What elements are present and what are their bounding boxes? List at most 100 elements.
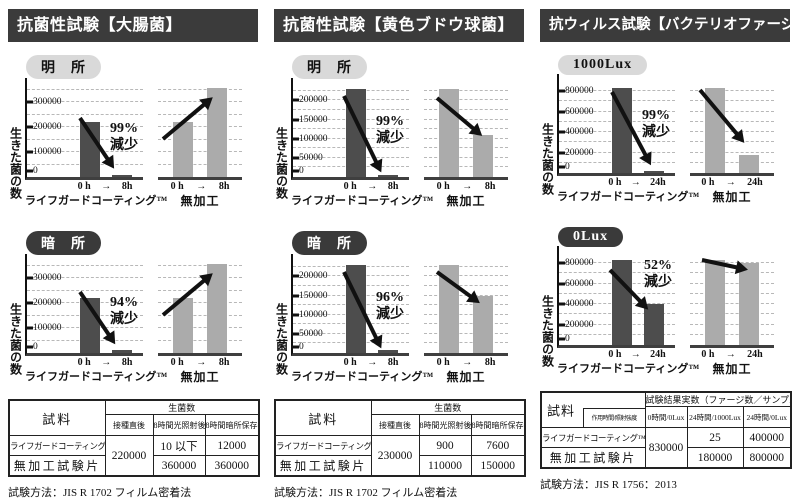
cell-value: 110000 — [418, 455, 472, 477]
row-name: 無加工試験片 — [8, 455, 106, 477]
chart-coated-wrap: 200000 150000 100000 50000 0 99% 減少 — [291, 78, 433, 209]
gridline — [424, 304, 508, 306]
cell-value: 400000 — [742, 427, 792, 448]
chart-coated-wrap: 800000 600000 400000 200000 0 52% 減少 — [557, 246, 699, 377]
section-1000lux: 1000Lux 生きた菌の数 800000 600000 400000 2000… — [540, 42, 790, 205]
chart-coated-wrap: 300000 200000 100000 0 99% 減少 — [25, 78, 168, 209]
x-axis-labels: 0 h → 8h — [170, 181, 230, 192]
chart-caption-coated: ライフガードコーティング™ — [291, 371, 434, 383]
cell-value: 10 以下 — [152, 435, 206, 456]
test-method-note: 試験方法：JIS R 1702 フィルム密着法 — [8, 487, 192, 499]
y-tick-label: 800000 — [565, 258, 594, 269]
bar-8h — [207, 87, 228, 177]
gridline — [424, 332, 508, 334]
x-axis-labels: 0 h → 24h — [701, 349, 763, 360]
chart-uncoated — [690, 81, 774, 176]
gridline — [690, 323, 774, 325]
y-tick-label: 400000 — [565, 299, 594, 310]
chart-caption-uncoated: 無加工 — [446, 194, 486, 208]
bar-8h — [207, 263, 228, 353]
bar-group — [69, 85, 143, 177]
gridline — [158, 327, 242, 329]
arrow-glyph: → — [101, 181, 112, 192]
gridline — [690, 313, 774, 315]
gridline — [690, 110, 774, 112]
cell-value: 12000 — [204, 435, 260, 456]
y-tick-label: 800000 — [565, 86, 594, 97]
row-name: ライフガードコーティング™ — [274, 435, 372, 456]
y-axis-title: 生きた菌の数 — [8, 303, 23, 375]
cell-initial-count: 220000 — [104, 435, 154, 477]
arrow-glyph: → — [101, 357, 112, 368]
gridline — [690, 100, 774, 102]
panel-staph: 抗菌性試験【黄色ブドウ球菌】 明 所 生きた菌の数 200000 150000 … — [266, 0, 532, 499]
table-subheader: 接種直後 — [370, 414, 420, 436]
gridline — [690, 90, 774, 92]
gridline — [690, 303, 774, 305]
cell-value: 360000 — [204, 455, 260, 477]
y-tick-label: 0 — [565, 334, 570, 344]
chart-caption-uncoated: 無加工 — [180, 194, 220, 208]
y-tick-label: 300000 — [33, 273, 62, 284]
table-subheader: 8時間暗所保存後 — [470, 414, 526, 436]
gridline — [690, 272, 774, 274]
bar-24h — [739, 263, 760, 345]
chart-caption-coated: ライフガードコーティング™ — [25, 195, 168, 207]
chart-uncoated-wrap: 0 h → 8h 無加工 — [158, 85, 242, 209]
gridline — [424, 99, 508, 101]
bar-0h — [612, 88, 633, 173]
gridline — [690, 333, 774, 335]
table-row: ライフガードコーティング™ 220000 10 以下 12000 — [8, 435, 260, 477]
gridline — [424, 323, 508, 325]
y-tick-label: 0 — [299, 166, 304, 176]
y-tick-label: 400000 — [565, 127, 594, 138]
x-axis-labels: 0 h → 8h — [77, 181, 133, 192]
gridline — [158, 101, 242, 103]
arrow-glyph: → — [630, 177, 641, 188]
chart-caption-uncoated: 無加工 — [712, 190, 752, 204]
chart-coated: 800000 600000 400000 200000 0 99% 減少 — [557, 74, 675, 176]
bar-24h — [643, 304, 664, 345]
chart-uncoated — [158, 85, 242, 180]
y-axis-title: 生きた菌の数 — [540, 295, 555, 367]
gridline — [158, 126, 242, 128]
cell-value: 800000 — [742, 447, 792, 469]
chart-uncoated — [424, 261, 508, 356]
y-tick-label: 150000 — [299, 114, 328, 125]
cell-initial-count: 830000 — [644, 427, 688, 469]
x-axis-labels: 0 h → 8h — [436, 181, 496, 192]
cell-value: 180000 — [686, 447, 744, 469]
table-header-group: 試験結果実数（ファージ数／サンプル） — [644, 391, 792, 407]
gridline — [690, 161, 774, 163]
y-tick-label: 100000 — [33, 147, 62, 158]
arrow-glyph: → — [196, 357, 207, 368]
chart-row: 生きた菌の数 800000 600000 400000 200000 0 — [540, 74, 790, 205]
gridline — [424, 275, 508, 277]
gridline — [424, 128, 508, 130]
y-tick-label: 100000 — [299, 133, 328, 144]
chart-coated-wrap: 800000 600000 400000 200000 0 99% 減少 — [557, 74, 699, 205]
gridline — [424, 137, 508, 139]
reduction-label: 99% 減少 — [376, 113, 404, 146]
x-axis-labels: 0 h → 8h — [436, 357, 496, 368]
x-axis-labels: 0 h → 8h — [170, 357, 230, 368]
y-axis-title: 生きた菌の数 — [540, 123, 555, 195]
bar-8h — [473, 134, 494, 177]
y-tick-label: 200000 — [33, 122, 62, 133]
gridline — [158, 302, 242, 304]
table-header-sample: 試料 — [274, 399, 372, 436]
chart-coated-wrap: 200000 150000 100000 50000 0 96% 減少 — [291, 254, 434, 385]
gridline — [27, 88, 143, 90]
cell-value: 900 — [418, 435, 472, 456]
x-axis-labels: 0 h → 8h — [343, 357, 399, 368]
chart-uncoated-wrap: 0 h → 8h 無加工 — [158, 261, 242, 385]
gridline — [27, 289, 143, 291]
table-subheader: 24時間/1000Lux — [686, 406, 744, 428]
bar-0h — [704, 260, 725, 345]
chart-row: 生きた菌の数 200000 150000 100000 50000 0 — [274, 254, 524, 385]
row-name: 無加工試験片 — [540, 447, 646, 469]
gridline — [158, 339, 242, 341]
chart-caption-uncoated: 無加工 — [446, 370, 486, 384]
gridline — [424, 108, 508, 110]
arrow-glyph: → — [462, 357, 473, 368]
